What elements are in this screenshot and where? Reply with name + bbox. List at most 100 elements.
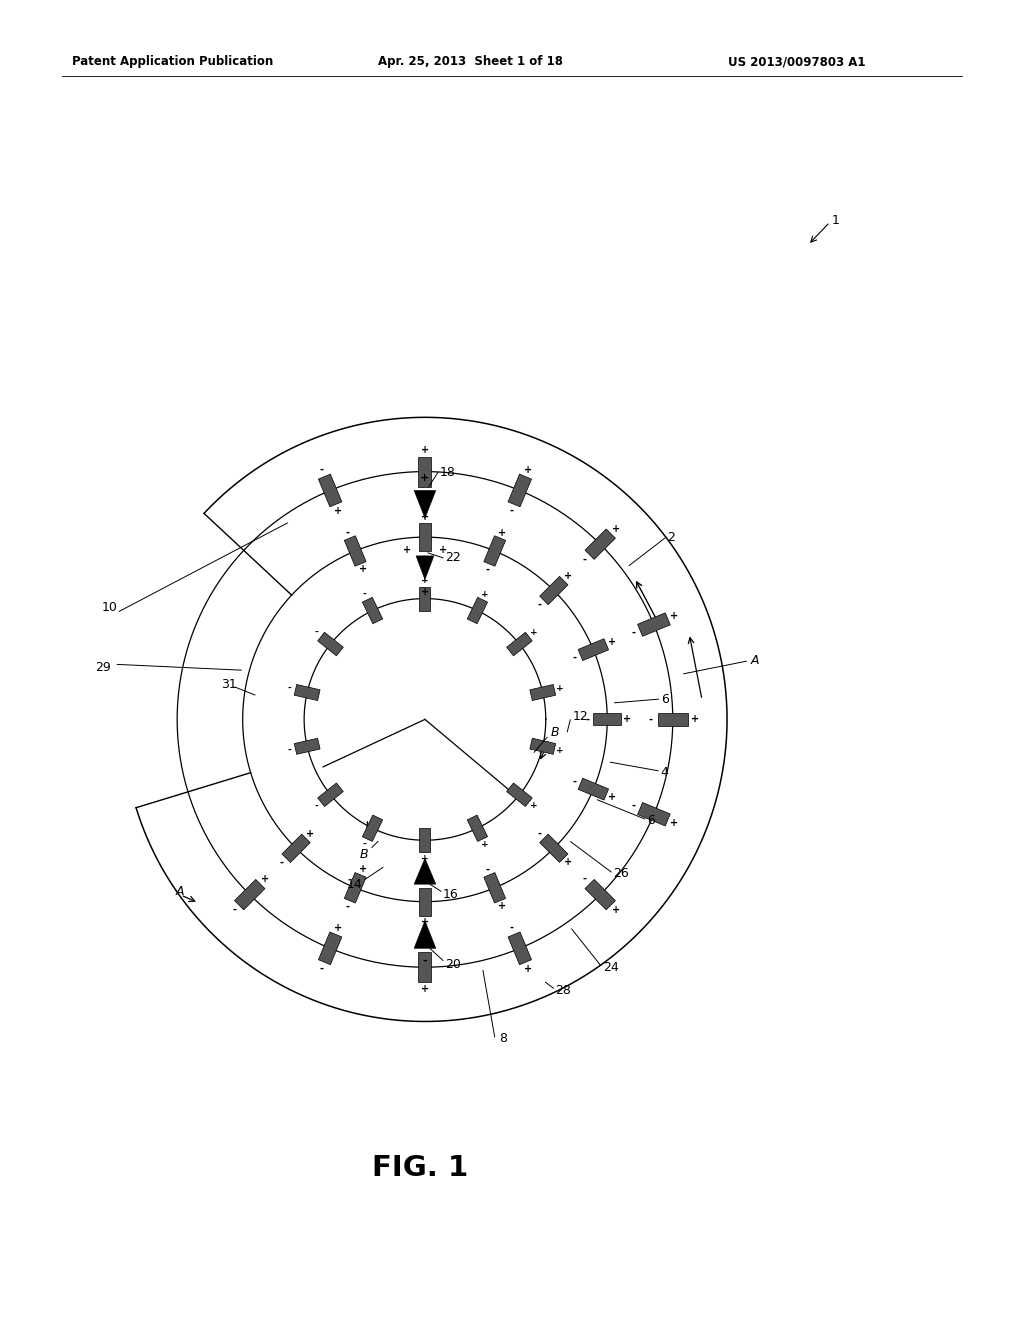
- Text: 20: 20: [445, 958, 461, 972]
- Bar: [344, 873, 367, 903]
- Text: -: -: [362, 590, 367, 599]
- Bar: [593, 713, 622, 726]
- Text: +: +: [524, 465, 532, 475]
- Text: -: -: [319, 964, 324, 974]
- Text: -: -: [632, 801, 636, 810]
- Text: -: -: [319, 465, 324, 475]
- Text: -: -: [583, 554, 587, 565]
- Text: -: -: [345, 902, 349, 911]
- Bar: [540, 577, 568, 605]
- Text: -: -: [314, 801, 318, 810]
- Text: 14: 14: [347, 878, 362, 891]
- Bar: [483, 536, 506, 566]
- Polygon shape: [414, 858, 436, 884]
- Bar: [585, 879, 615, 909]
- Text: 1: 1: [831, 214, 840, 227]
- Text: +: +: [556, 684, 564, 693]
- Text: +: +: [611, 524, 620, 533]
- Text: +: +: [421, 916, 429, 927]
- Text: -: -: [288, 746, 292, 755]
- Text: -: -: [572, 652, 577, 663]
- Polygon shape: [416, 556, 434, 579]
- Text: -: -: [509, 923, 513, 933]
- Bar: [420, 586, 430, 611]
- Text: +: +: [564, 572, 572, 581]
- Bar: [579, 639, 608, 660]
- Text: +: +: [421, 445, 429, 454]
- Text: +: +: [358, 565, 367, 574]
- Bar: [507, 632, 532, 656]
- Text: +: +: [691, 714, 698, 725]
- Text: +: +: [335, 506, 343, 516]
- Bar: [419, 887, 431, 916]
- Text: -: -: [538, 829, 542, 840]
- Text: 18: 18: [440, 466, 456, 479]
- Text: -: -: [572, 776, 577, 787]
- Text: -: -: [423, 940, 427, 950]
- Text: FIG. 1: FIG. 1: [372, 1154, 468, 1183]
- Text: +: +: [402, 545, 411, 554]
- Text: 26: 26: [613, 867, 629, 880]
- Text: -: -: [509, 506, 513, 516]
- Bar: [419, 523, 431, 552]
- Bar: [638, 803, 671, 826]
- Bar: [420, 828, 430, 853]
- Bar: [317, 783, 343, 807]
- Bar: [467, 598, 487, 624]
- Bar: [483, 873, 506, 903]
- Bar: [234, 879, 265, 909]
- Text: -: -: [485, 565, 489, 574]
- Bar: [344, 536, 367, 566]
- Text: +: +: [564, 858, 572, 867]
- Text: -: -: [362, 840, 367, 849]
- Bar: [318, 932, 342, 965]
- Text: Apr. 25, 2013  Sheet 1 of 18: Apr. 25, 2013 Sheet 1 of 18: [378, 55, 563, 69]
- Bar: [294, 738, 321, 754]
- Text: 22: 22: [445, 552, 461, 565]
- Text: +: +: [481, 840, 489, 849]
- Bar: [585, 529, 615, 560]
- Text: +: +: [524, 964, 532, 974]
- Text: 6: 6: [662, 693, 670, 706]
- Bar: [529, 685, 556, 701]
- Text: +: +: [421, 985, 429, 994]
- Text: -: -: [423, 956, 427, 965]
- Bar: [508, 474, 531, 507]
- Text: +: +: [420, 474, 430, 483]
- Bar: [507, 783, 532, 807]
- Bar: [317, 632, 343, 656]
- Text: -: -: [632, 628, 636, 638]
- Text: +: +: [481, 590, 489, 599]
- Text: +: +: [529, 628, 538, 638]
- Text: +: +: [611, 906, 620, 915]
- Text: A: A: [751, 653, 759, 667]
- Text: 4: 4: [660, 767, 668, 779]
- Polygon shape: [414, 490, 436, 519]
- Bar: [362, 814, 383, 841]
- Text: -: -: [288, 684, 292, 693]
- Text: +: +: [439, 545, 447, 554]
- Text: -: -: [232, 906, 237, 915]
- Text: -: -: [314, 628, 318, 638]
- Text: 6: 6: [647, 814, 654, 828]
- Bar: [282, 834, 310, 862]
- Bar: [419, 952, 431, 982]
- Text: +: +: [421, 854, 429, 863]
- Bar: [540, 834, 568, 862]
- Bar: [579, 779, 608, 800]
- Text: Patent Application Publication: Patent Application Publication: [72, 55, 273, 69]
- Text: +: +: [608, 638, 615, 647]
- Text: +: +: [499, 902, 507, 911]
- Text: -: -: [345, 528, 349, 537]
- Text: -: -: [423, 552, 427, 562]
- Text: 28: 28: [556, 983, 571, 997]
- Text: +: +: [261, 874, 269, 884]
- Text: B: B: [360, 847, 369, 861]
- Text: +: +: [608, 792, 615, 801]
- Text: 8: 8: [499, 1032, 507, 1045]
- Text: 31: 31: [221, 677, 237, 690]
- Bar: [508, 932, 531, 965]
- Text: +: +: [306, 829, 314, 840]
- Bar: [657, 713, 688, 726]
- Text: -: -: [423, 876, 427, 887]
